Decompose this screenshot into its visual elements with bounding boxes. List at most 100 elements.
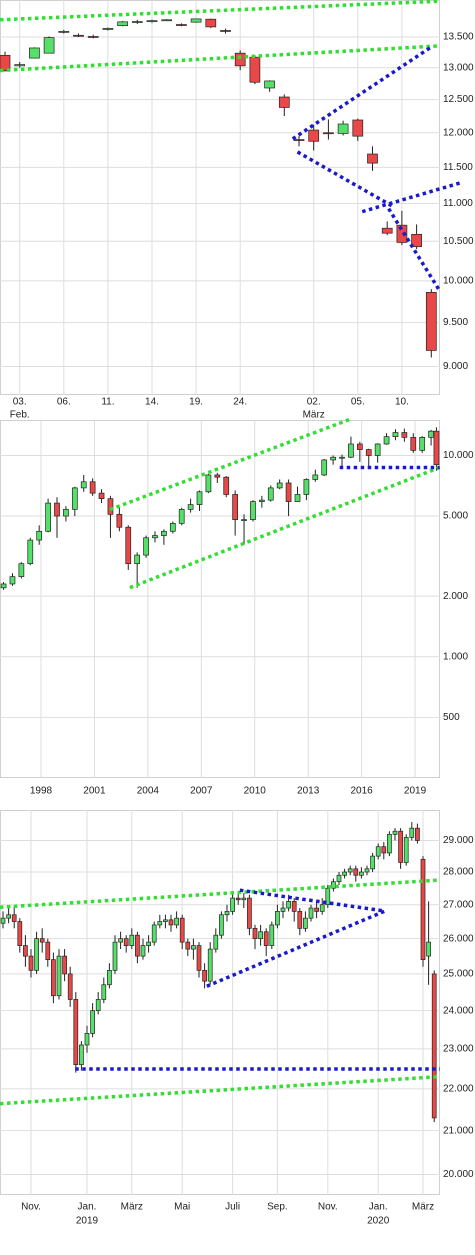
y-tick-label: 21.000 [443, 1125, 474, 1136]
candle-body [365, 449, 372, 456]
y-tick-label: 10.500 [443, 236, 474, 247]
candle-body [67, 973, 73, 1000]
candle-body [17, 921, 23, 946]
candle-body [319, 904, 325, 912]
candle-body [223, 476, 230, 495]
candle-body [207, 948, 213, 982]
candle-body [23, 945, 28, 957]
candle-body [45, 941, 51, 960]
x-tick-label: 2010 [244, 785, 267, 796]
y-tick-label: 5.000 [443, 511, 468, 522]
x-tick-label: 2004 [137, 785, 160, 796]
candle-body [84, 1033, 90, 1046]
candle-body [263, 931, 269, 946]
candle-body [18, 563, 25, 578]
y-tick-label: 23.000 [443, 1044, 474, 1055]
candle-body [241, 519, 247, 521]
candle-body [336, 874, 342, 883]
y-tick-label: 29.000 [443, 835, 474, 846]
candle-body [383, 436, 390, 445]
candle-body [151, 924, 157, 943]
candle-body [425, 292, 437, 351]
trend-line [0, 44, 441, 73]
y-tick-label: 20.000 [443, 1169, 474, 1180]
candle-body [101, 984, 107, 1000]
candle-body [191, 945, 196, 950]
candle-body [34, 938, 39, 971]
candle-body [308, 129, 320, 142]
candle-body [285, 482, 292, 502]
candle-body [339, 456, 345, 459]
candle-body [71, 487, 78, 510]
candle-body [80, 481, 87, 489]
y-tick-label: 1.000 [443, 651, 468, 662]
candle-body [123, 938, 129, 946]
candle-body [291, 901, 297, 912]
candle-body [252, 927, 258, 940]
candle-body [308, 907, 314, 919]
candle-body [325, 887, 331, 906]
candle-body [63, 508, 69, 517]
trend-line [361, 180, 463, 214]
candle-body [353, 868, 359, 876]
x-tick-label: Jan. [369, 1201, 388, 1212]
x-tick-label: März [121, 1201, 143, 1212]
candle-body [321, 459, 328, 476]
candle-body [410, 437, 417, 451]
candle-body [187, 504, 194, 510]
candle-body [275, 911, 280, 926]
y-tick-label: 10.000 [443, 276, 474, 287]
candle-body [27, 539, 34, 565]
candle-body [168, 919, 174, 926]
candle-body [202, 969, 207, 982]
candle-body [9, 576, 16, 585]
candle-body [51, 959, 56, 997]
candle-body [392, 830, 398, 835]
candle-body [347, 868, 353, 873]
candle-body [250, 501, 256, 520]
candle-body [314, 907, 319, 912]
x-tick-label: 03. [13, 396, 27, 407]
candle-body [280, 907, 286, 912]
y-tick-label: 13.000 [443, 62, 474, 73]
candle-body [323, 132, 334, 135]
candle-body [337, 123, 349, 134]
candle-body [370, 855, 375, 870]
candle-body [205, 474, 212, 493]
candle-body [220, 30, 231, 32]
candle-body [426, 941, 431, 957]
candle-body [286, 901, 291, 909]
candle-body [375, 846, 381, 857]
candle-body [135, 934, 140, 957]
candle-body [90, 1010, 95, 1034]
candle-body [264, 80, 275, 89]
candle-body [224, 911, 230, 916]
candle-body [392, 432, 399, 437]
y-tick-label: 10.000 [443, 450, 474, 461]
candle-body [131, 21, 143, 23]
x-tick-label: 06. [57, 396, 71, 407]
candle-body [431, 973, 437, 1119]
candle-body [403, 837, 409, 863]
candle-body [89, 481, 96, 494]
x-tick-label: Mai [174, 1201, 190, 1212]
candle-body [420, 858, 426, 960]
candle-body [230, 897, 235, 912]
x-tick-label: Nov. [21, 1201, 41, 1212]
candle-body [381, 227, 393, 234]
candle-body [157, 921, 163, 926]
candle-body [161, 19, 173, 22]
plot-area [0, 420, 440, 778]
candle-body [185, 941, 191, 950]
candle-body [112, 941, 118, 971]
candle-body [232, 494, 238, 520]
candle-body [62, 955, 67, 975]
trend-line [206, 909, 386, 988]
candle-body [398, 830, 403, 863]
candle-body [303, 479, 310, 495]
candle-body [364, 868, 370, 873]
x-tick-sublabel: 2019 [76, 1215, 99, 1226]
candle-body [294, 494, 301, 502]
candle-body [45, 502, 51, 532]
y-tick-label: 13.500 [443, 32, 474, 43]
